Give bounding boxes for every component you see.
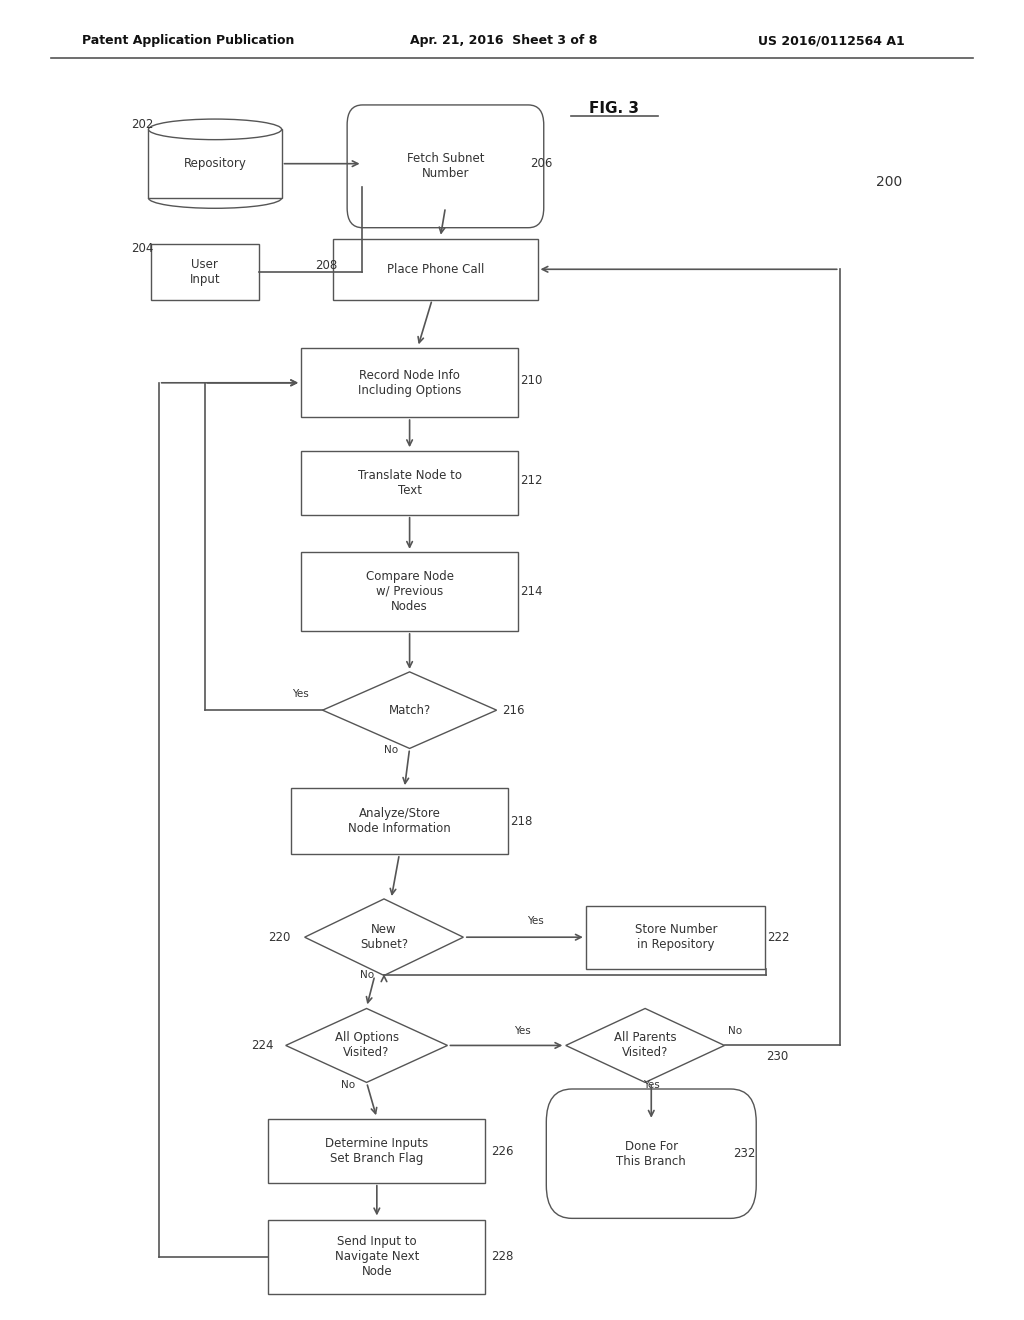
- Text: 210: 210: [520, 374, 543, 387]
- FancyBboxPatch shape: [347, 106, 544, 227]
- Text: 206: 206: [530, 157, 553, 170]
- FancyBboxPatch shape: [148, 129, 282, 198]
- Text: Yes: Yes: [292, 689, 308, 700]
- Text: 224: 224: [251, 1039, 273, 1052]
- Text: Fetch Subnet
Number: Fetch Subnet Number: [407, 152, 484, 181]
- Text: Place Phone Call: Place Phone Call: [386, 263, 484, 276]
- Text: 214: 214: [520, 585, 543, 598]
- Text: 200: 200: [876, 176, 902, 189]
- Text: 218: 218: [510, 814, 532, 828]
- FancyBboxPatch shape: [301, 552, 518, 631]
- Text: Yes: Yes: [527, 916, 544, 927]
- FancyBboxPatch shape: [268, 1119, 485, 1183]
- Text: New
Subnet?: New Subnet?: [360, 923, 408, 952]
- Text: Send Input to
Navigate Next
Node: Send Input to Navigate Next Node: [335, 1236, 419, 1278]
- Text: Patent Application Publication: Patent Application Publication: [82, 34, 294, 48]
- Text: Translate Node to
Text: Translate Node to Text: [357, 469, 462, 498]
- FancyBboxPatch shape: [301, 451, 518, 515]
- Text: Determine Inputs
Set Branch Flag: Determine Inputs Set Branch Flag: [326, 1137, 428, 1166]
- FancyBboxPatch shape: [333, 239, 538, 300]
- Text: FIG. 3: FIG. 3: [590, 100, 639, 116]
- Text: 216: 216: [502, 704, 524, 717]
- FancyBboxPatch shape: [291, 788, 508, 854]
- Text: 230: 230: [766, 1049, 788, 1063]
- Text: 226: 226: [492, 1144, 514, 1158]
- Ellipse shape: [148, 119, 282, 140]
- Polygon shape: [305, 899, 463, 975]
- Text: 204: 204: [131, 242, 154, 255]
- Text: US 2016/0112564 A1: US 2016/0112564 A1: [758, 34, 904, 48]
- Text: Match?: Match?: [388, 704, 431, 717]
- Text: No: No: [341, 1080, 355, 1090]
- FancyBboxPatch shape: [268, 1220, 485, 1294]
- Text: 212: 212: [520, 474, 543, 487]
- Text: Yes: Yes: [514, 1026, 530, 1036]
- Text: All Options
Visited?: All Options Visited?: [335, 1031, 398, 1060]
- Text: Repository: Repository: [183, 157, 247, 170]
- Polygon shape: [286, 1008, 447, 1082]
- FancyBboxPatch shape: [301, 348, 518, 417]
- Text: 232: 232: [733, 1147, 756, 1160]
- Text: 202: 202: [131, 117, 154, 131]
- Text: Yes: Yes: [643, 1080, 659, 1090]
- Text: Done For
This Branch: Done For This Branch: [616, 1139, 686, 1168]
- Polygon shape: [323, 672, 497, 748]
- Polygon shape: [565, 1008, 725, 1082]
- FancyBboxPatch shape: [547, 1089, 756, 1218]
- Text: Record Node Info
Including Options: Record Node Info Including Options: [358, 368, 461, 397]
- Text: All Parents
Visited?: All Parents Visited?: [613, 1031, 677, 1060]
- Text: 228: 228: [492, 1250, 514, 1263]
- Text: Store Number
in Repository: Store Number in Repository: [635, 923, 717, 952]
- Text: Compare Node
w/ Previous
Nodes: Compare Node w/ Previous Nodes: [366, 570, 454, 612]
- Text: Apr. 21, 2016  Sheet 3 of 8: Apr. 21, 2016 Sheet 3 of 8: [410, 34, 597, 48]
- FancyBboxPatch shape: [152, 244, 258, 300]
- Text: No: No: [728, 1026, 742, 1036]
- Text: Analyze/Store
Node Information: Analyze/Store Node Information: [348, 807, 451, 836]
- Text: 220: 220: [268, 931, 291, 944]
- Text: 222: 222: [767, 931, 790, 944]
- Text: User
Input: User Input: [189, 257, 220, 286]
- Text: No: No: [359, 970, 374, 981]
- Text: 208: 208: [315, 259, 338, 272]
- FancyBboxPatch shape: [586, 906, 766, 969]
- Text: No: No: [384, 744, 398, 755]
